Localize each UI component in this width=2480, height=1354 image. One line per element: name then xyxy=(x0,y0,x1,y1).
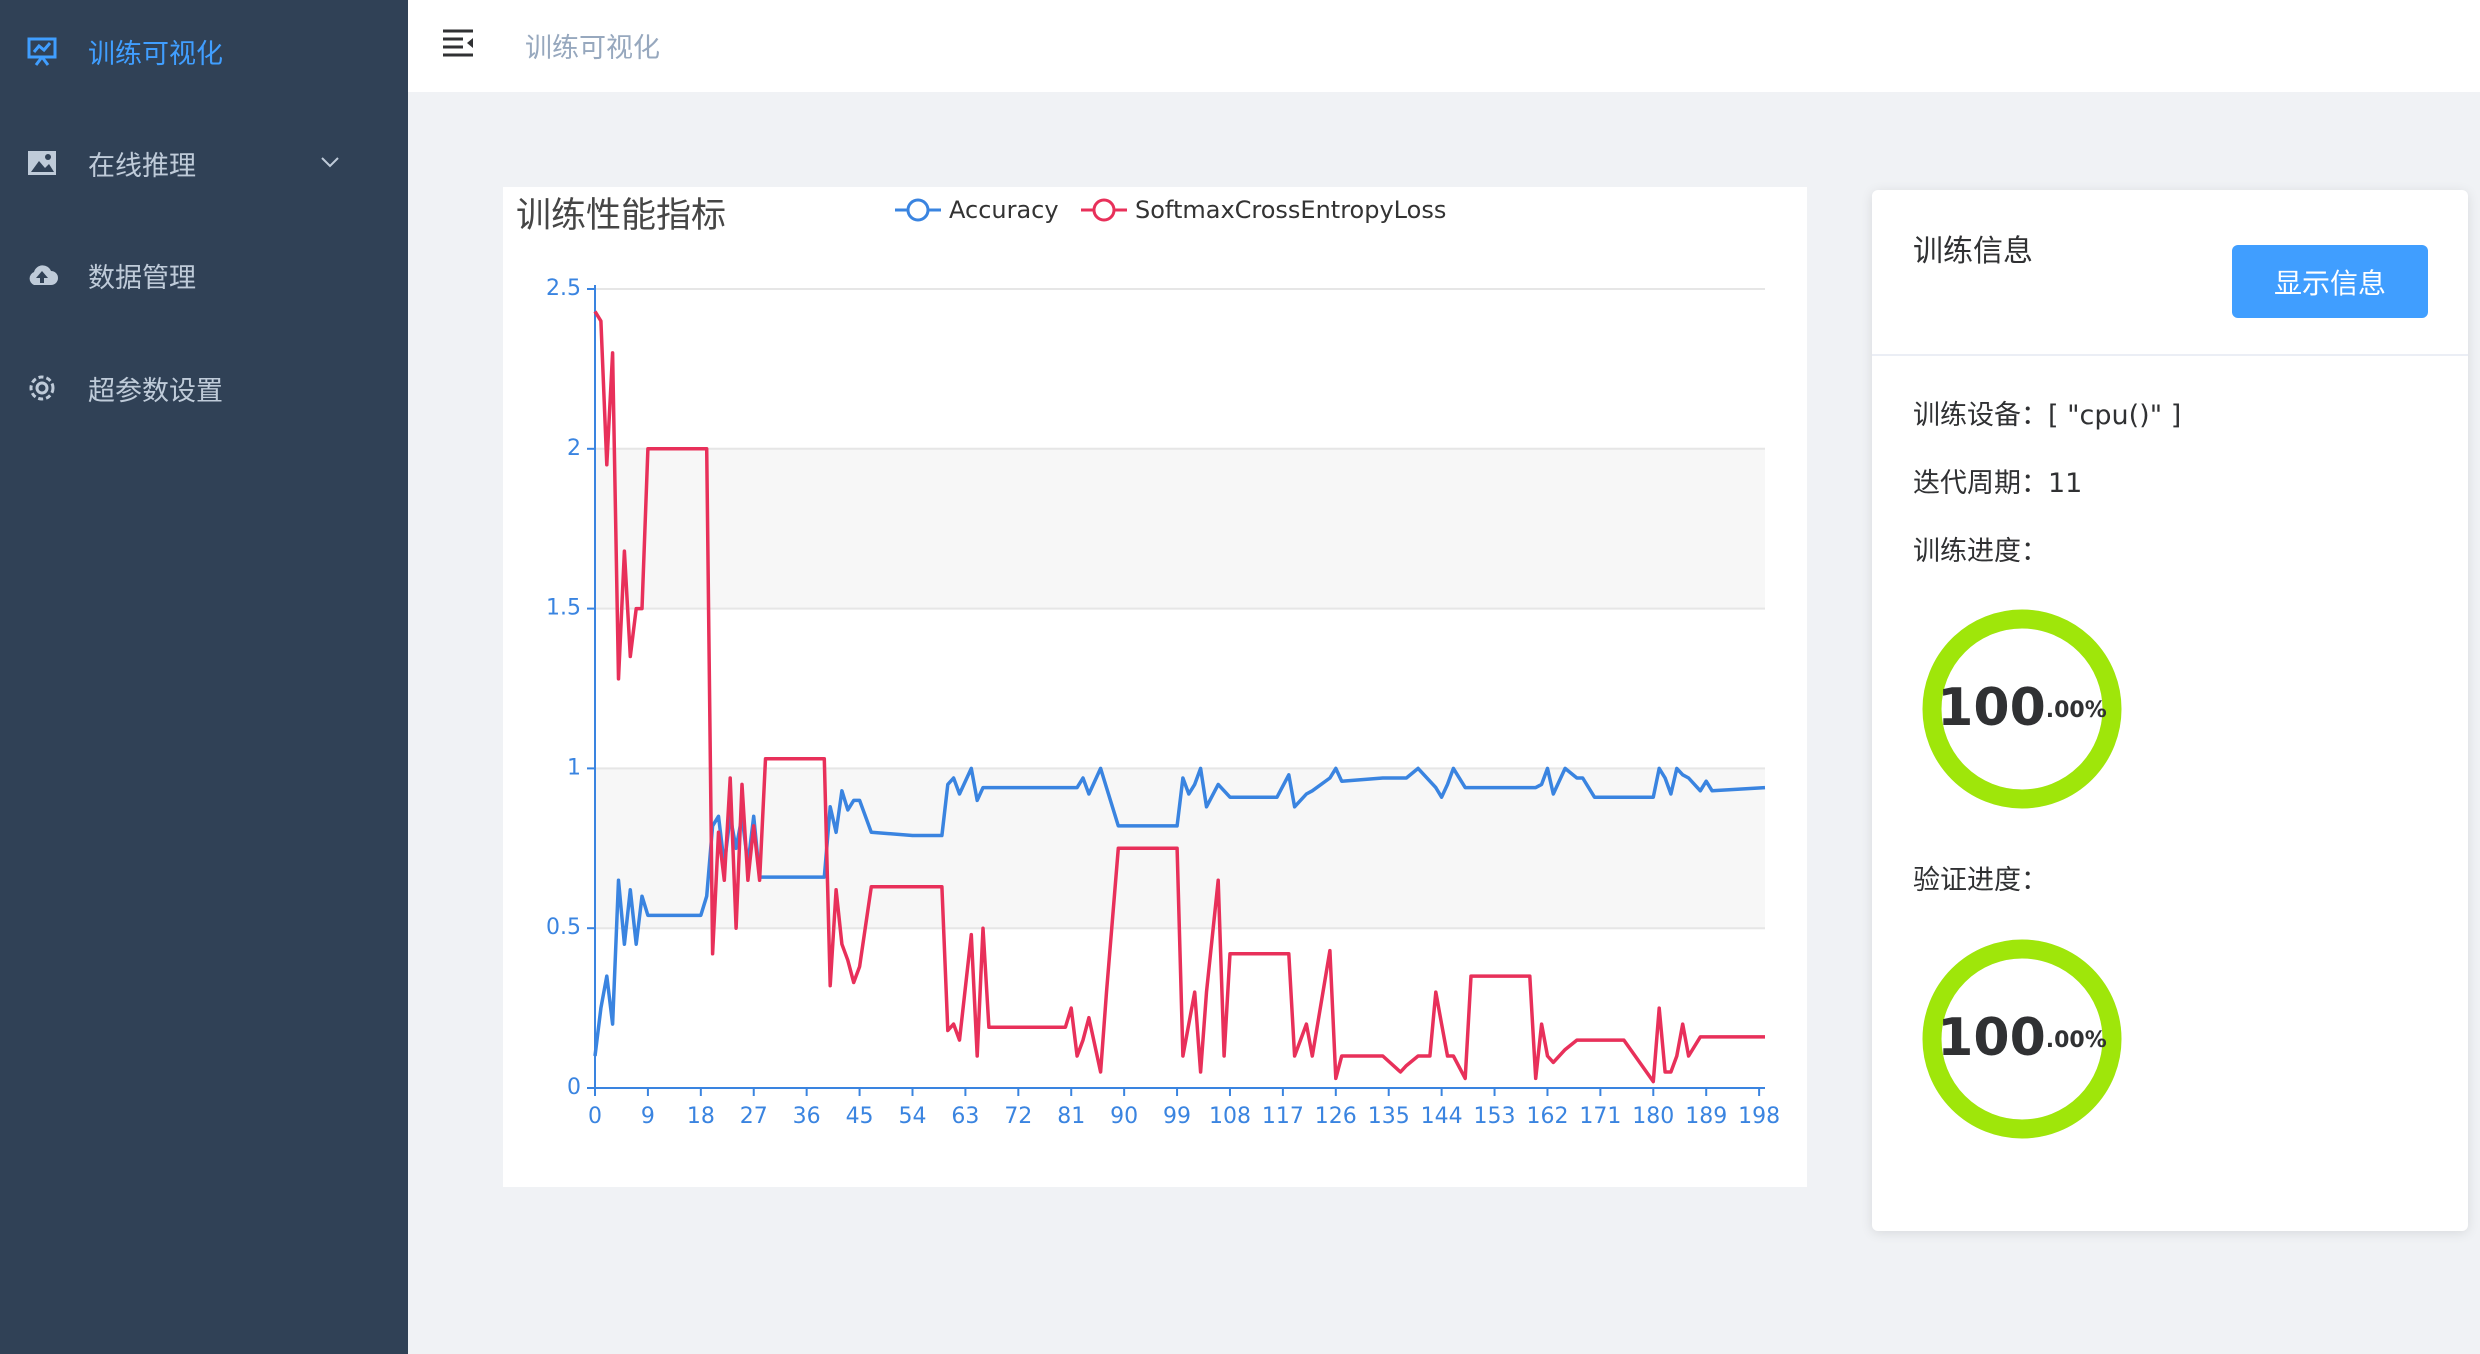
menu-label: 训练可视化 xyxy=(88,38,223,70)
divider xyxy=(1872,354,2468,356)
chart-card: 训练性能指标 0 0.5 1 1.5 2 2.5 0 9 18 27 36 45 54 63 72 81 90 9… xyxy=(503,187,1807,1187)
x-tick-label: 54 xyxy=(898,1104,926,1129)
x-tick-label: 180 xyxy=(1632,1104,1674,1129)
series-line xyxy=(593,310,1765,1084)
progress-text: 100.00% xyxy=(1937,678,2107,738)
x-tick-label: 27 xyxy=(740,1104,768,1129)
menu-label: 数据管理 xyxy=(88,262,196,294)
y-tick-label: 0 xyxy=(567,1075,581,1100)
progress-arc xyxy=(1922,609,2122,809)
menu-label: 在线推理 xyxy=(88,150,196,182)
show-info-button[interactable]: 显示信息 xyxy=(2232,245,2428,318)
x-tick-label: 153 xyxy=(1474,1104,1516,1129)
progress-suffix: .00% xyxy=(2046,698,2107,723)
progress-number: 100 xyxy=(1937,1008,2046,1068)
x-tick-label: 189 xyxy=(1685,1104,1727,1129)
x-tick-label: 144 xyxy=(1421,1104,1463,1129)
progress-suffix: .00% xyxy=(2046,1028,2107,1053)
y-tick-label: 1 xyxy=(567,755,581,780)
field-value: [ "cpu()" ] xyxy=(2048,400,2182,431)
x-tick-label: 117 xyxy=(1262,1104,1304,1129)
field: 训练设备：[ "cpu()" ] xyxy=(1913,393,2181,432)
legend-symbol xyxy=(906,198,930,222)
menu-label: 超参数设置 xyxy=(88,375,223,407)
breadcrumb[interactable]: 训练可视化 xyxy=(525,33,660,64)
legend-item[interactable]: Accuracy xyxy=(895,196,1059,224)
field: 迭代周期：11 xyxy=(1913,461,2082,500)
x-tick-label: 135 xyxy=(1368,1104,1410,1129)
sidebar: 训练可视化 在线推理 数据管理 超参数设置 xyxy=(0,0,408,1354)
progress-label: 训练进度： xyxy=(1913,536,2048,567)
x-tick-label: 45 xyxy=(846,1104,874,1129)
x-tick-label: 171 xyxy=(1579,1104,1621,1129)
header: 训练可视化 xyxy=(408,0,2480,92)
x-tick-label: 198 xyxy=(1738,1104,1780,1129)
legend-item[interactable]: SoftmaxCrossEntropyLoss xyxy=(1081,196,1446,224)
progress-arc xyxy=(1922,939,2122,1139)
x-tick-label: 63 xyxy=(951,1104,979,1129)
x-tick-label: 72 xyxy=(1004,1104,1032,1129)
y-tick-label: 2.5 xyxy=(546,276,581,301)
x-tick-label: 99 xyxy=(1163,1104,1191,1129)
legend-label: Accuracy xyxy=(949,196,1059,224)
info-card: 训练信息 显示信息 训练设备：[ "cpu()" ] 迭代周期：11 训练进度：… xyxy=(1872,190,2468,1231)
icon xyxy=(27,37,57,66)
chart-title: 训练性能指标 xyxy=(516,196,726,236)
grid-band xyxy=(595,448,1765,609)
menu-toggle[interactable] xyxy=(441,28,475,58)
field-label: 迭代周期： xyxy=(1913,468,2048,499)
y-tick-label: 1.5 xyxy=(546,596,581,621)
chart: 训练性能指标 0 0.5 1 1.5 2 2.5 0 9 18 27 36 45 54 63 72 81 90 9… xyxy=(516,196,1780,1129)
y-tick-label: 0.5 xyxy=(546,915,581,940)
x-tick-label: 108 xyxy=(1209,1104,1251,1129)
x-tick-label: 126 xyxy=(1315,1104,1357,1129)
menu-item[interactable]: 在线推理 xyxy=(0,118,408,208)
legend-symbol xyxy=(1092,198,1116,222)
menu-item[interactable]: 训练可视化 xyxy=(0,6,408,96)
progress-label: 验证进度： xyxy=(1913,865,2048,896)
y-tick-label: 2 xyxy=(567,436,581,461)
progress-number: 100 xyxy=(1937,678,2046,738)
progress-text: 100.00% xyxy=(1937,1008,2107,1068)
x-tick-label: 90 xyxy=(1110,1104,1138,1129)
x-tick-label: 162 xyxy=(1526,1104,1568,1129)
x-tick-label: 18 xyxy=(687,1104,715,1129)
menu-item[interactable]: 超参数设置 xyxy=(0,343,408,433)
card-title: 训练信息 xyxy=(1913,234,2033,269)
field-label: 训练设备： xyxy=(1913,400,2048,431)
chevron xyxy=(321,157,339,168)
icon xyxy=(28,151,56,175)
legend-label: SoftmaxCrossEntropyLoss xyxy=(1135,196,1446,224)
x-tick-label: 9 xyxy=(641,1104,655,1129)
field-value: 11 xyxy=(2048,468,2083,499)
icon xyxy=(29,375,55,401)
x-tick-label: 0 xyxy=(588,1104,602,1129)
progress-rings: 100.00%100.00% xyxy=(1922,609,2122,1139)
x-tick-label: 36 xyxy=(793,1104,821,1129)
icon xyxy=(29,265,58,285)
x-tick-label: 81 xyxy=(1057,1104,1085,1129)
menu-item[interactable]: 数据管理 xyxy=(0,230,408,320)
